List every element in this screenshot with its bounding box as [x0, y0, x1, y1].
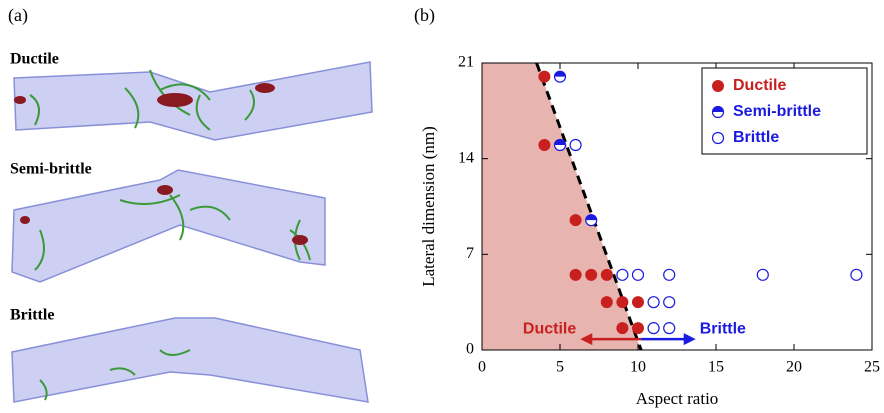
x-tick-label: 25	[864, 359, 880, 376]
annotation: Ductile	[523, 320, 576, 337]
marker	[632, 322, 644, 335]
marker	[569, 268, 582, 281]
marker-body	[647, 296, 660, 309]
marker	[663, 296, 676, 309]
marker	[600, 268, 613, 281]
marker-body	[538, 70, 551, 83]
marker-body	[632, 322, 644, 335]
y-tick-label: 21	[458, 54, 474, 71]
marker	[616, 322, 629, 335]
legend-label: Brittle	[733, 129, 779, 146]
marker	[756, 268, 769, 281]
panel-label: (b)	[414, 5, 435, 26]
marker	[850, 268, 863, 281]
x-tick-label: 15	[708, 359, 724, 376]
arrow-head	[580, 333, 593, 346]
marker	[616, 268, 629, 281]
marker-body	[663, 268, 676, 281]
image-label: Ductile	[10, 51, 59, 68]
marker-body	[585, 268, 598, 281]
annotation: Brittle	[700, 320, 746, 337]
marker-body	[663, 296, 676, 309]
marker-body	[850, 268, 863, 281]
marker-body	[569, 268, 582, 281]
marker	[711, 105, 725, 119]
x-tick-label: 10	[630, 359, 646, 376]
image-label: Brittle	[10, 307, 54, 324]
marker	[585, 268, 598, 281]
rendering	[11, 61, 373, 403]
plot-frame	[481, 62, 873, 351]
marker-body	[569, 214, 582, 227]
marker	[647, 296, 660, 309]
marker	[663, 268, 676, 281]
marker	[663, 322, 676, 335]
marker	[616, 296, 629, 309]
x-tick-label: 20	[786, 359, 802, 376]
x-tick-label: 0	[478, 359, 486, 376]
marker-body	[647, 322, 660, 335]
marker-half	[554, 139, 566, 145]
chart: (b) 0 5 10 15 20 25 0 7 14 21 Aspect ratio Lateral d…	[414, 5, 880, 408]
marker-body	[632, 296, 644, 309]
marker-body	[711, 131, 725, 145]
marker	[711, 131, 725, 145]
legend-label: Semi-brittle	[733, 103, 821, 120]
marker-body	[756, 268, 769, 281]
marker-body	[538, 139, 551, 151]
marker-half	[554, 71, 566, 77]
marker-body	[631, 268, 645, 281]
arrow-head	[683, 333, 696, 346]
marker	[631, 268, 645, 281]
precipitates	[14, 83, 308, 245]
boundary-line	[535, 62, 643, 351]
marker-body	[616, 296, 629, 309]
marker-body	[616, 322, 629, 335]
marker	[585, 214, 598, 227]
legend-frame	[701, 67, 868, 155]
legend-label: Ductile	[733, 77, 786, 94]
marker	[647, 322, 660, 335]
ductile-region	[482, 63, 642, 350]
marker	[553, 138, 567, 152]
marker-body	[600, 268, 613, 281]
marker	[538, 139, 551, 151]
marker-body	[569, 138, 582, 152]
panel-label: (a)	[8, 5, 28, 26]
marker-half	[585, 214, 597, 221]
marker	[632, 296, 644, 309]
marker	[553, 70, 567, 83]
y-axis-label: Lateral dimension (nm)	[419, 126, 438, 287]
x-axis-label: Aspect ratio	[636, 389, 719, 408]
marker-half	[712, 106, 724, 112]
marker-body	[712, 80, 724, 92]
y-tick-label: 14	[458, 149, 474, 166]
marker	[538, 70, 551, 83]
image-label: Semi-brittle	[10, 161, 92, 178]
marker-body	[600, 296, 613, 309]
marker-body	[663, 322, 676, 335]
marker	[712, 80, 724, 92]
y-tick-label: 0	[466, 341, 474, 358]
legend: Ductile Semi-brittle Brittle	[701, 67, 868, 155]
marker	[569, 214, 582, 227]
marker	[569, 138, 582, 152]
marker	[600, 296, 613, 309]
x-tick-label: 5	[556, 359, 564, 376]
y-tick-label: 7	[466, 245, 474, 262]
marker-body	[616, 268, 629, 281]
